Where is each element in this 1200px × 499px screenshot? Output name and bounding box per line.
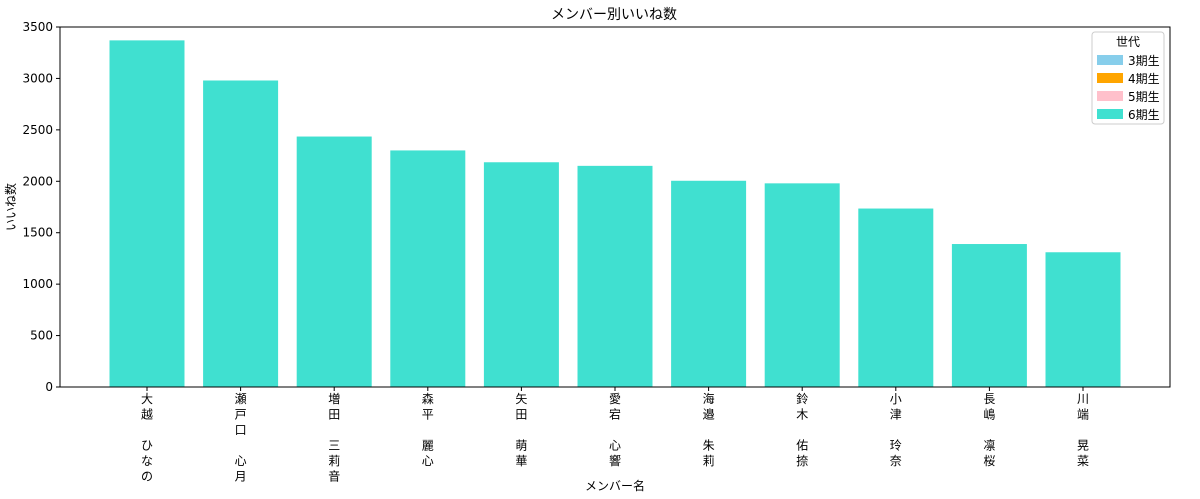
bar	[671, 180, 747, 387]
y-tick-label: 1000	[22, 277, 53, 291]
bars-layer	[109, 40, 1121, 387]
bar	[577, 165, 653, 387]
legend: 世代 3期生 4期生 5期生 6期生	[1091, 31, 1165, 125]
bar	[858, 208, 934, 387]
legend-label: 4期生	[1128, 72, 1160, 86]
bar	[390, 150, 466, 387]
legend-items: 3期生 4期生 5期生 6期生	[1097, 54, 1160, 122]
chart-title: メンバー別いいね数	[551, 7, 677, 23]
legend-swatch	[1097, 109, 1123, 119]
legend-swatch	[1097, 73, 1123, 83]
y-tick-label: 2500	[22, 123, 53, 137]
x-tick-label: 増田三莉音	[328, 392, 340, 484]
bar	[296, 136, 372, 387]
x-axis-label: メンバー名	[585, 478, 645, 493]
bar	[109, 40, 185, 387]
y-tick-label: 3000	[22, 71, 53, 85]
legend-swatch	[1097, 91, 1123, 101]
y-axis-label: いいね数	[3, 183, 18, 231]
x-tick-label: 小津玲奈	[890, 392, 902, 468]
bar	[1045, 252, 1121, 387]
x-tick-label: 鈴木佑捺	[796, 391, 808, 468]
y-tick-label: 3500	[22, 20, 53, 34]
bar	[951, 244, 1027, 387]
x-tick-label: 海邉朱莉	[703, 391, 715, 468]
bar	[764, 183, 840, 387]
x-tick-label: 瀬戸口心月	[235, 392, 247, 484]
x-tick-label: 大越ひなの	[141, 392, 153, 484]
y-axis: 0 500 1000 1500 2000 2500 3000 3500	[22, 20, 60, 394]
x-tick-label: 長嶋凛桜	[983, 392, 995, 468]
y-tick-label: 2000	[22, 174, 53, 188]
legend-swatch	[1097, 55, 1123, 65]
plot-frame	[59, 26, 1171, 388]
x-tick-label: 矢田萌華	[515, 392, 527, 468]
x-tick-label: 愛宕心響	[609, 392, 621, 468]
y-tick-label: 0	[45, 380, 53, 394]
x-axis: 大越ひなの 瀬戸口心月 増田三莉音 森平麗心 矢田萌華 愛宕心響 海邉朱莉 鈴木佑捺 小津玲奈 長…	[141, 387, 1089, 484]
x-tick-label: 川端晃菜	[1077, 392, 1089, 468]
bar	[203, 80, 279, 387]
legend-label: 3期生	[1128, 54, 1160, 68]
y-tick-label: 1500	[22, 226, 53, 240]
bar	[483, 162, 559, 387]
legend-label: 6期生	[1128, 108, 1160, 122]
legend-label: 5期生	[1128, 90, 1160, 104]
x-tick-label: 森平麗心	[422, 391, 434, 468]
y-tick-label: 500	[30, 329, 53, 343]
legend-title: 世代	[1116, 35, 1140, 49]
